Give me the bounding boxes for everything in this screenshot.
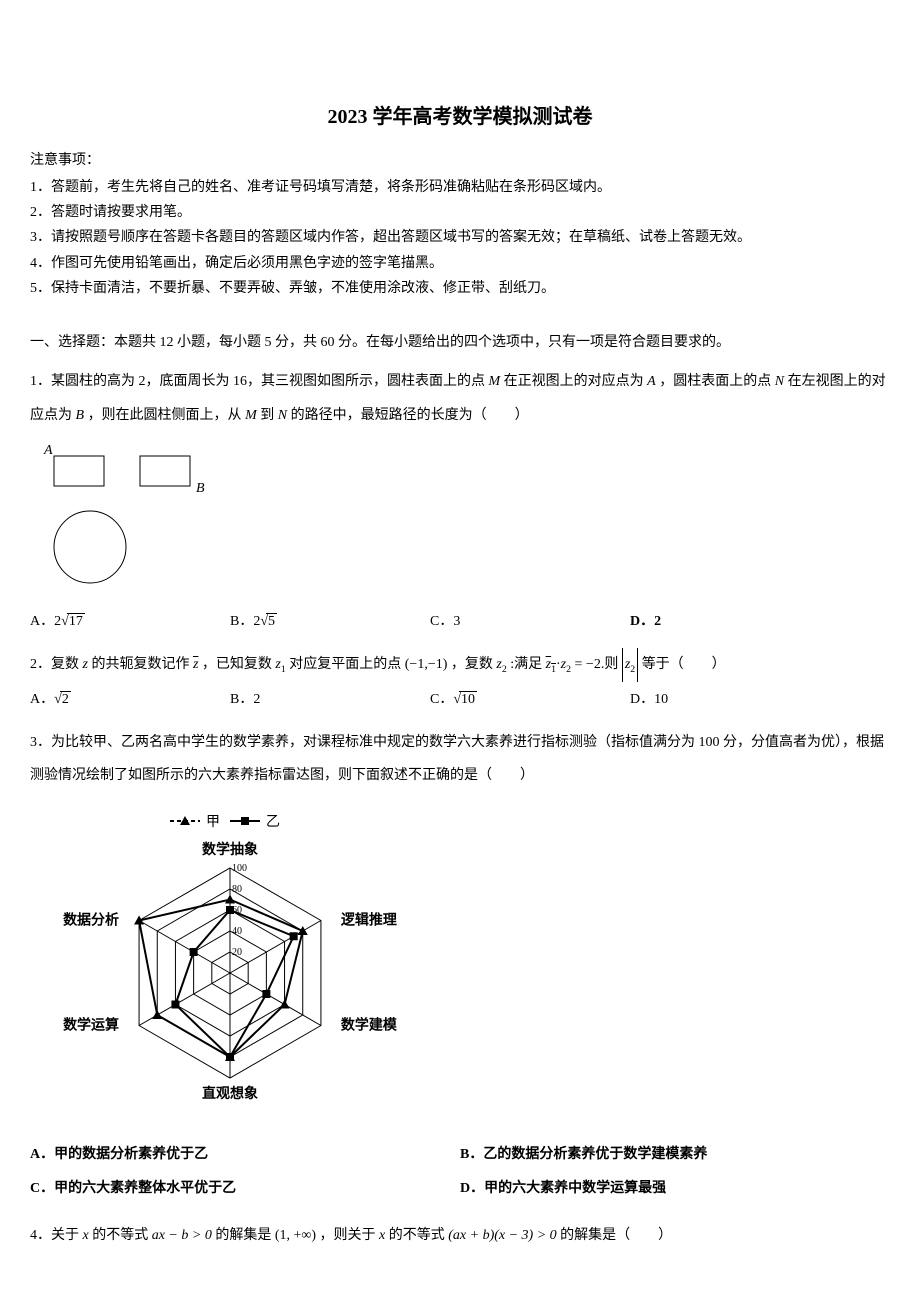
q2-option-a: A．√2 xyxy=(30,688,230,708)
q1-symbol-B: B xyxy=(76,408,85,423)
q1-text: 1．某圆柱的高为 2，底面周长为 16，其三视图如图所示，圆柱表面上的点 xyxy=(30,374,489,389)
svg-text:数学抽象: 数学抽象 xyxy=(202,841,258,858)
q4-text: 的解集是 xyxy=(212,1228,275,1243)
svg-text:甲: 甲 xyxy=(206,815,220,830)
question-4: 4．关于 x 的不等式 ax − b > 0 的解集是 (1, +∞) ，则关于… xyxy=(30,1219,890,1253)
q1-text: 到 xyxy=(257,408,278,423)
opt-d-text: D．2 xyxy=(630,614,661,629)
q2-text: .则 xyxy=(601,657,622,672)
q1-text: ，圆柱表面上的点 xyxy=(656,374,775,389)
three-view-front-rect xyxy=(54,456,104,486)
q3-option-d: D．甲的六大素养中数学运算最强 xyxy=(460,1172,890,1206)
svg-text:数学建模: 数学建模 xyxy=(341,1016,398,1033)
q2-option-c: C．√10 xyxy=(430,688,630,708)
q1-option-c: C．3 xyxy=(430,610,630,630)
opt-radicand: 17 xyxy=(67,613,85,630)
q1-symbol-N2: N xyxy=(278,408,287,423)
q2-text: 2．复数 xyxy=(30,657,83,672)
q1-text: 在正视图上的对应点为 xyxy=(500,374,647,389)
notice-line-3: 3．请按照题号顺序在答题卡各题目的答题区域内作答，超出答题区域书写的答案无效；在… xyxy=(30,225,890,250)
q2-text: 对应复平面上的点 xyxy=(286,657,405,672)
q3-options: A．甲的数据分析素养优于乙 B．乙的数据分析素养优于数学建模素养 C．甲的六大素… xyxy=(30,1138,890,1205)
opt-label: A． xyxy=(30,692,54,707)
question-3: 3．为比较甲、乙两名高中学生的数学素养，对课程标准中规定的数学六大素养进行指标测… xyxy=(30,726,890,793)
svg-text:20: 20 xyxy=(232,947,242,958)
q1-option-a: A．2√17 xyxy=(30,610,230,630)
q4-expr2: (ax + b)(x − 3) > 0 xyxy=(448,1228,556,1243)
notice-line-4: 4．作图可先使用铅笔画出，确定后必须用黑色字迹的签字笔描黑。 xyxy=(30,251,890,276)
q1-option-d: D．2 xyxy=(630,610,830,630)
exam-title: 2023 学年高考数学模拟测试卷 xyxy=(30,100,890,129)
q3-radar-chart: 10080604020数学抽象逻辑推理数学建模直观想象数学运算数据分析甲乙 xyxy=(60,803,890,1118)
q1-three-view-figure: A B xyxy=(40,442,890,592)
notice-line-2: 2．答题时请按要求用笔。 xyxy=(30,200,890,225)
q2-text: 等于（ ） xyxy=(638,657,726,672)
q4-set: (1, +∞) xyxy=(275,1228,316,1243)
svg-text:逻辑推理: 逻辑推理 xyxy=(341,911,397,928)
q1-text: ，则在此圆柱侧面上，从 xyxy=(84,408,245,423)
q4-text: 的解集是（ ） xyxy=(557,1228,673,1243)
q2-option-b: B．2 xyxy=(230,688,430,708)
three-view-label-a: A xyxy=(43,443,53,458)
q3-option-b: B．乙的数据分析素养优于数学建模素养 xyxy=(460,1138,890,1172)
svg-text:数学运算: 数学运算 xyxy=(63,1016,119,1033)
q4-expr1: ax − b > 0 xyxy=(152,1228,212,1243)
notice-block: 注意事项： 1．答题前，考生先将自己的姓名、准考证号码填写清楚，将条形码准确粘贴… xyxy=(30,149,890,301)
opt-num: 2 xyxy=(54,614,61,629)
svg-text:100: 100 xyxy=(232,863,247,874)
three-view-label-b: B xyxy=(196,481,205,496)
opt-label: A． xyxy=(30,614,54,629)
q2-text: 的共轭复数记作 xyxy=(88,657,193,672)
three-view-side-rect xyxy=(140,456,190,486)
svg-text:直观想象: 直观想象 xyxy=(202,1085,258,1102)
q2-point: (−1,−1) xyxy=(405,657,448,672)
q1-symbol-A: A xyxy=(647,374,656,389)
svg-text:乙: 乙 xyxy=(266,814,280,830)
three-view-top-circle xyxy=(54,511,126,583)
opt-label: C． xyxy=(430,692,453,707)
q2-text: ，已知复数 xyxy=(198,657,275,672)
q1-text: 的路径中，最短路径的长度为（ ） xyxy=(287,408,529,423)
notice-line-5: 5．保持卡面清洁，不要折暴、不要弄破、弄皱，不准使用涂改液、修正带、刮纸刀。 xyxy=(30,276,890,301)
q1-symbol-N: N xyxy=(775,374,784,389)
notice-heading: 注意事项： xyxy=(30,149,890,169)
q1-symbol-M2: M xyxy=(245,408,257,423)
q1-option-b: B．2√5 xyxy=(230,610,430,630)
q1-symbol-M: M xyxy=(489,374,501,389)
opt-radicand: 10 xyxy=(459,691,477,708)
q3-option-a: A．甲的数据分析素养优于乙 xyxy=(30,1138,460,1172)
svg-text:40: 40 xyxy=(232,926,242,937)
opt-radicand: 5 xyxy=(266,613,277,630)
q4-text: 4．关于 xyxy=(30,1228,83,1243)
q2-eq: z1·z2 = −2 xyxy=(546,657,601,672)
q2-text: :满足 xyxy=(507,657,546,672)
section-1-heading: 一、选择题：本题共 12 小题，每小题 5 分，共 60 分。在每小题给出的四个… xyxy=(30,331,890,351)
notice-line-1: 1．答题前，考生先将自己的姓名、准考证号码填写清楚，将条形码准确粘贴在条形码区域… xyxy=(30,175,890,200)
q2-text: ，复数 xyxy=(447,657,496,672)
q2-abs-z2: z2 xyxy=(622,648,638,682)
q2-z1: z1 xyxy=(275,657,285,672)
q3-option-c: C．甲的六大素养整体水平优于乙 xyxy=(30,1172,460,1206)
q2-option-d: D．10 xyxy=(630,688,830,708)
question-2: 2．复数 z 的共轭复数记作 z ，已知复数 z1 对应复平面上的点 (−1,−… xyxy=(30,648,890,682)
q2-z2: z2 xyxy=(496,657,506,672)
opt-label: B． xyxy=(230,614,253,629)
q2-options: A．√2 B．2 C．√10 D．10 xyxy=(30,688,890,708)
svg-text:数据分析: 数据分析 xyxy=(63,911,119,928)
q4-text: 的不等式 xyxy=(89,1228,152,1243)
opt-num: 2 xyxy=(253,614,260,629)
q4-text: ，则关于 xyxy=(316,1228,379,1243)
q4-text: 的不等式 xyxy=(385,1228,448,1243)
q1-options: A．2√17 B．2√5 C．3 D．2 xyxy=(30,610,890,630)
opt-radicand: 2 xyxy=(60,691,71,708)
question-1: 1．某圆柱的高为 2，底面周长为 16，其三视图如图所示，圆柱表面上的点 M 在… xyxy=(30,365,890,432)
svg-text:80: 80 xyxy=(232,884,242,895)
